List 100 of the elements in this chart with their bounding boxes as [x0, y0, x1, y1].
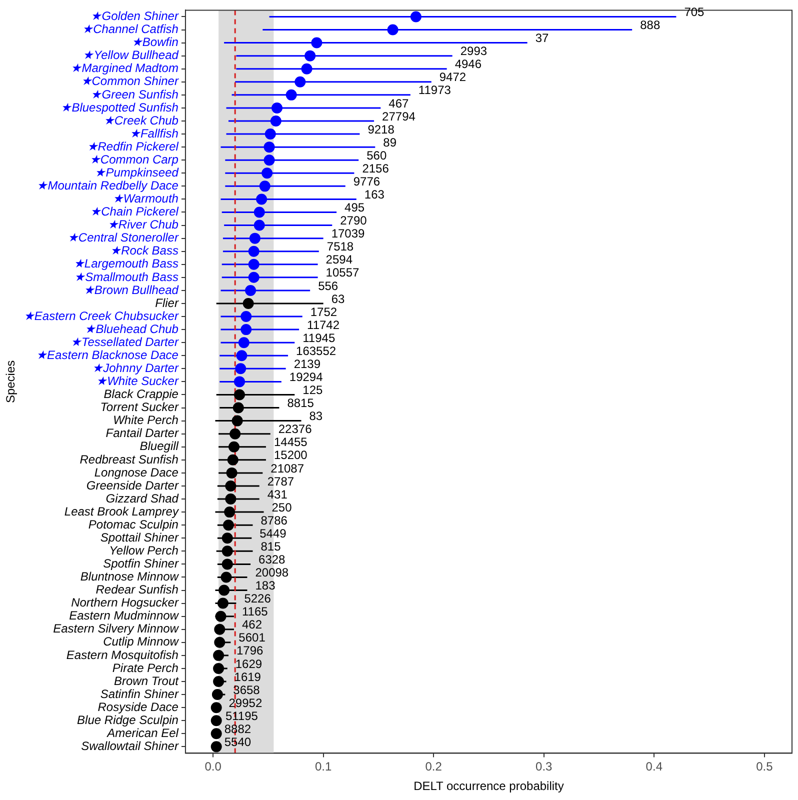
point [215, 610, 226, 622]
point [286, 89, 297, 100]
annotation: 1619 [234, 670, 262, 684]
annotation: 1629 [235, 656, 262, 671]
x-tick-label: 0.2 [425, 760, 442, 774]
point [264, 142, 275, 153]
point [225, 494, 236, 505]
annotation: 83 [309, 409, 323, 424]
annotation: 3658 [233, 682, 260, 697]
y-tick-label: Black Crappie [104, 387, 179, 402]
point [249, 232, 260, 244]
point [218, 584, 230, 596]
y-tick-label: ★Smallmouth Bass [74, 270, 178, 284]
point [213, 676, 224, 688]
annotation: 6328 [258, 552, 286, 567]
point [210, 715, 222, 726]
y-tick-label: Rosyside Dace [98, 700, 179, 714]
y-tick-label: Satinfin Shiner [100, 686, 180, 701]
y-tick-label: ★River Chub [107, 218, 179, 232]
point [230, 428, 241, 440]
y-tick-label: ★Eastern Creek Chubsucker [23, 308, 180, 323]
annotation: 5449 [260, 526, 287, 540]
x-axis-title: DELT occurrence probability [414, 779, 564, 794]
annotation: 5540 [224, 734, 252, 749]
y-tick-label: Bluntnose Minnow [80, 570, 180, 584]
annotation: 19294 [289, 370, 324, 384]
point [210, 702, 222, 714]
y-tick-label: ★Common Shiner [80, 74, 180, 88]
y-tick-label: Spotfin Shiner [103, 556, 180, 571]
annotation: 8815 [287, 396, 314, 410]
y-tick-label: ★Pumpkinseed [94, 165, 179, 180]
y-tick-label: Eastern Mudminnow [69, 608, 180, 623]
y-tick-label: Swallowtail Shiner [81, 739, 180, 754]
point [235, 363, 246, 374]
annotation: 495 [344, 200, 365, 215]
y-tick-label: Torrent Sucker [100, 400, 180, 414]
point [220, 572, 232, 583]
point [410, 11, 422, 22]
point [240, 324, 252, 336]
annotation: 9218 [368, 122, 395, 136]
point [270, 116, 282, 126]
point [226, 467, 238, 478]
point [214, 636, 226, 648]
annotation: 89 [383, 135, 397, 150]
annotation: 7518 [326, 240, 354, 254]
point [222, 532, 233, 544]
y-tick-label: Redear Sunfish [96, 582, 179, 597]
annotation: 20098 [255, 566, 289, 580]
annotation: 11945 [302, 330, 336, 345]
annotation: 21087 [270, 461, 304, 476]
y-tick-label: Redbreast Sunfish [80, 452, 179, 466]
y-tick-label: Yellow Perch [109, 544, 179, 558]
point [238, 337, 250, 348]
point [264, 128, 276, 140]
point [234, 389, 245, 400]
y-tick-label: ★Johnny Darter [92, 361, 180, 376]
point [213, 662, 224, 674]
annotation: 11742 [307, 318, 340, 332]
annotation: 125 [302, 383, 323, 398]
y-tick-label: Blue Ridge Sculpin [77, 712, 179, 727]
y-tick-label: Flier [155, 296, 180, 310]
annotation: 4946 [454, 57, 482, 72]
y-tick-label: White Perch [113, 413, 179, 428]
annotation: 11973 [418, 83, 452, 98]
point [224, 506, 236, 518]
y-tick-label: ★Fallfish [129, 126, 179, 140]
annotation: 1796 [236, 644, 264, 658]
y-tick-label: ★Rock Bass [110, 244, 178, 258]
y-tick-label: ★Chain Pickerel [90, 204, 179, 219]
y-tick-label: ★Golden Shiner [90, 9, 180, 24]
point [242, 298, 254, 309]
annotation: 10557 [326, 266, 360, 280]
y-tick-label: Longnose Dace [94, 465, 179, 480]
point [264, 154, 275, 166]
y-tick-label: Least Brook Lamprey [64, 504, 180, 518]
x-tick-label: 0.0 [204, 760, 222, 774]
annotation: 2156 [362, 161, 390, 176]
y-tick-label: ★Channel Catfish [82, 22, 179, 36]
point [212, 689, 223, 700]
point [248, 258, 260, 270]
point [256, 194, 268, 205]
point [304, 50, 316, 62]
point [245, 284, 256, 296]
point [271, 102, 282, 114]
y-tick-label: ★Largemouth Bass [73, 256, 178, 271]
y-tick-label: Brown Trout [114, 674, 180, 688]
y-tick-label: ★Central Stoneroller [67, 230, 180, 245]
annotation: 163552 [296, 344, 336, 358]
y-tick-label: Pirate Perch [112, 660, 179, 675]
point [232, 415, 243, 426]
annotation: 9472 [439, 70, 466, 84]
annotation: 27794 [382, 109, 416, 124]
annotation: 560 [366, 148, 387, 162]
point [217, 598, 228, 609]
point [387, 24, 398, 36]
annotation: 462 [242, 618, 262, 632]
annotation: 815 [260, 539, 282, 554]
annotation: 29952 [228, 696, 262, 710]
point [210, 741, 222, 752]
y-tick-label: American Eel [106, 726, 179, 740]
